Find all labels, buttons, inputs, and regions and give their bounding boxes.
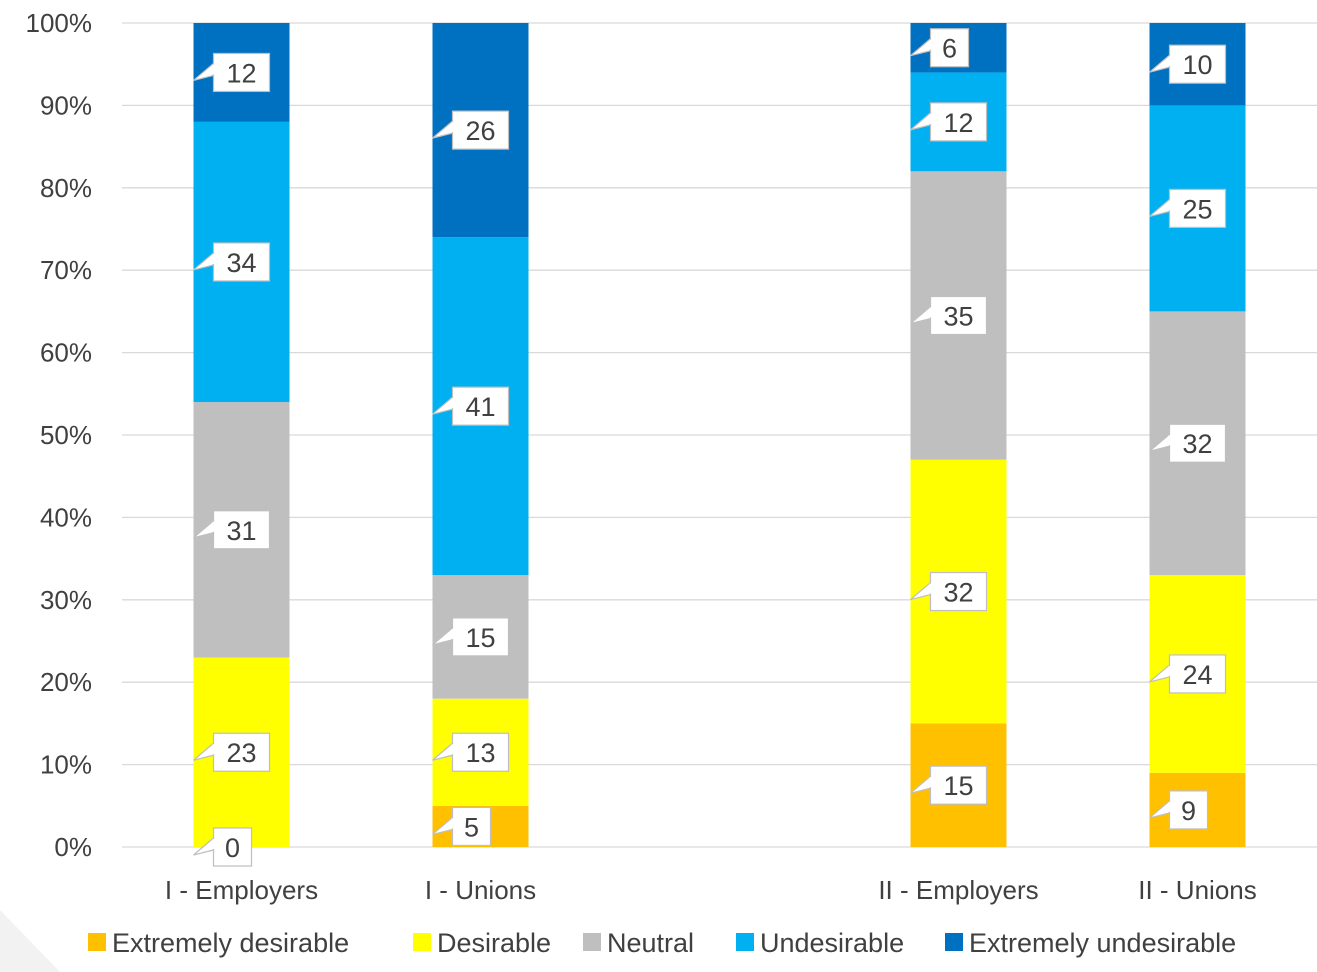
data-label-text: 0 [225, 833, 240, 863]
data-label: 23 [193, 732, 271, 772]
data-label: 10 [1149, 44, 1227, 84]
legend-swatch [88, 933, 106, 951]
data-label: 6 [910, 28, 970, 68]
x-category-label: I - Employers [165, 875, 318, 905]
legend-item: Undesirable [736, 928, 904, 958]
data-label: 15 [910, 765, 988, 805]
data-label-text: 35 [943, 302, 973, 332]
data-label: 32 [1149, 423, 1227, 463]
data-label-text: 34 [226, 248, 256, 278]
legend: Extremely desirable Desirable Neutral Undes… [88, 928, 1236, 958]
data-label-text: 32 [943, 578, 973, 608]
legend-swatch [583, 933, 601, 951]
corner-decoration [0, 910, 60, 972]
legend-item: Neutral [583, 928, 694, 958]
data-label-text: 23 [226, 738, 256, 768]
data-label: 24 [1149, 654, 1227, 694]
data-label-text: 26 [465, 116, 495, 146]
data-label-text: 24 [1182, 660, 1212, 690]
data-label: 5 [432, 806, 492, 847]
legend-swatch [413, 933, 431, 951]
legend-label: Undesirable [760, 928, 904, 958]
data-label-text: 32 [1182, 429, 1212, 459]
legend-label: Neutral [607, 928, 694, 958]
y-tick-label: 100% [26, 8, 93, 38]
y-tick-label: 70% [40, 255, 92, 285]
data-label: 31 [193, 510, 271, 550]
data-label-text: 15 [465, 623, 495, 653]
data-label-text: 25 [1182, 194, 1212, 224]
y-tick-label: 50% [40, 420, 92, 450]
data-label: 41 [432, 386, 510, 426]
legend-label: Extremely undesirable [969, 928, 1236, 958]
data-label: 12 [193, 52, 271, 93]
data-labels: 0 23 31 34 12 5 13 15 41 26 15 32 35 12 6 9 24 32 25 10 [193, 28, 1227, 867]
legend-label: Desirable [437, 928, 551, 958]
data-label: 15 [432, 617, 510, 657]
gridlines [122, 22, 1317, 848]
y-tick-label: 60% [40, 338, 92, 368]
legend-item: Extremely desirable [88, 928, 349, 958]
data-label-text: 41 [465, 392, 495, 422]
data-label-text: 13 [465, 738, 495, 768]
data-label: 26 [432, 110, 510, 150]
x-category-label: II - Employers [878, 875, 1038, 905]
y-tick-label: 0% [54, 832, 92, 862]
data-label: 25 [1149, 188, 1227, 228]
data-label-text: 10 [1182, 50, 1212, 80]
legend-label: Extremely desirable [112, 928, 349, 958]
legend-item: Desirable [413, 928, 551, 958]
data-label: 32 [910, 571, 988, 612]
x-category-label: II - Unions [1138, 875, 1257, 905]
legend-swatch [945, 933, 963, 951]
data-label: 34 [193, 242, 271, 282]
y-tick-label: 40% [40, 502, 92, 532]
data-label-text: 5 [464, 812, 479, 842]
data-label: 13 [432, 732, 510, 772]
data-label-text: 6 [942, 34, 957, 64]
x-axis-categories: I - Employers I - Unions II - Employers II … [165, 875, 1257, 905]
y-tick-label: 10% [40, 750, 92, 780]
data-label: 9 [1149, 790, 1209, 830]
y-tick-label: 90% [40, 90, 92, 120]
data-label-text: 12 [226, 58, 256, 88]
data-label: 12 [910, 102, 988, 142]
data-label: 35 [910, 295, 988, 336]
legend-item: Extremely undesirable [945, 928, 1236, 958]
x-category-label: I - Unions [425, 875, 536, 905]
data-label-text: 9 [1181, 796, 1196, 826]
y-axis-ticks: 0% 10% 20% 30% 40% 50% 60% 70% 80% 90% 100% [26, 8, 93, 862]
data-label: 0 [193, 827, 253, 867]
data-label-text: 15 [943, 771, 973, 801]
y-tick-label: 20% [40, 667, 92, 697]
data-label-text: 12 [943, 108, 973, 138]
legend-swatch [736, 933, 754, 951]
y-tick-label: 30% [40, 585, 92, 615]
y-tick-label: 80% [40, 173, 92, 203]
data-label-text: 31 [226, 516, 256, 546]
